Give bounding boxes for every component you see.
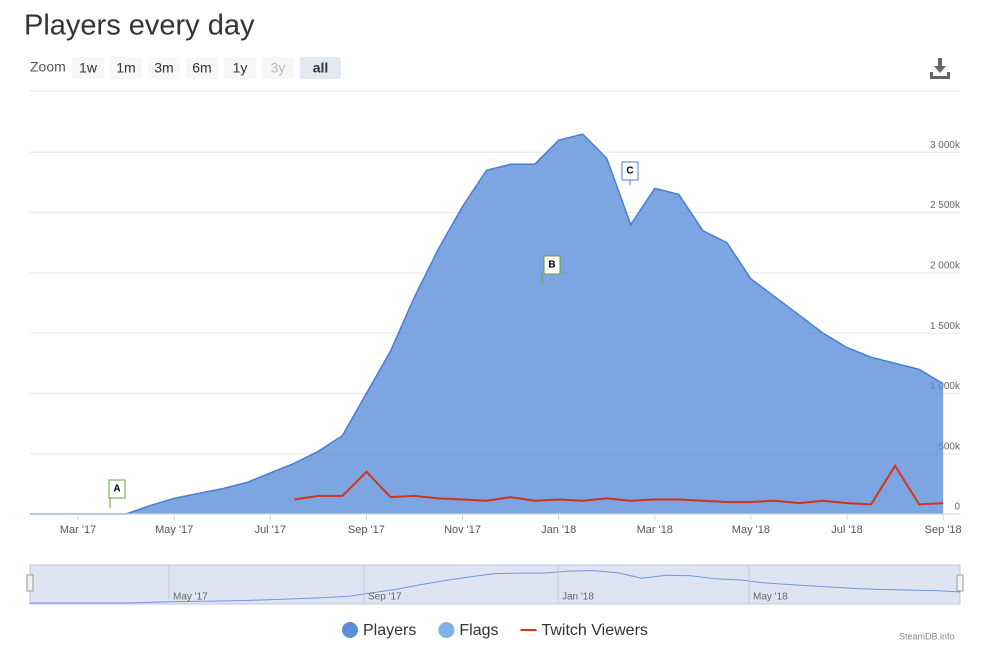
legend-label[interactable]: Twitch Viewers: [541, 622, 647, 639]
zoom-button[interactable]: [300, 57, 341, 79]
legend-symbol[interactable]: [438, 622, 455, 638]
x-tick-label: Nov '17: [444, 524, 481, 536]
x-tick-label: Jan '18: [541, 524, 576, 536]
flag-box[interactable]: [621, 161, 639, 181]
flag-label: B: [548, 260, 555, 271]
x-tick-label: Jul '18: [831, 524, 862, 536]
flag-box[interactable]: [543, 255, 561, 275]
x-tick-label: Jul '17: [255, 524, 286, 536]
zoom-button-label[interactable]: 3y: [271, 60, 286, 76]
y-tick-label: 2 000k: [930, 260, 961, 271]
zoom-button[interactable]: [262, 57, 294, 79]
navigator-handle[interactable]: [26, 574, 34, 592]
zoom-button[interactable]: [224, 57, 256, 79]
navigator-handle[interactable]: [956, 574, 964, 592]
zoom-button-label[interactable]: 1m: [116, 60, 135, 76]
y-tick-label: 2 500k: [930, 200, 961, 211]
navigator-label: May '18: [753, 592, 788, 603]
x-tick-label: Sep '18: [925, 524, 962, 536]
flag-box[interactable]: [108, 479, 126, 499]
zoom-button[interactable]: [148, 57, 180, 79]
chart-title: Players every day: [24, 10, 255, 42]
zoom-button[interactable]: [186, 57, 218, 79]
y-tick-label: 1 000k: [930, 381, 961, 392]
y-tick-label: 0: [954, 502, 960, 513]
navigator-label: Jan '18: [562, 592, 594, 603]
navigator-label: May '17: [173, 592, 208, 603]
credit: SteamDB.info: [899, 631, 955, 641]
players-line: [30, 133, 944, 515]
y-tick-label: 500k: [938, 441, 961, 452]
x-tick-label: Mar '17: [60, 524, 96, 536]
x-tick-label: May '18: [732, 524, 770, 536]
zoom-button-label[interactable]: 6m: [192, 60, 211, 76]
players-area: [30, 134, 944, 514]
legend-symbol[interactable]: [342, 622, 358, 638]
zoom-label: Zoom: [30, 59, 66, 75]
zoom-button-label[interactable]: 1w: [79, 60, 98, 76]
x-tick-label: May '17: [155, 524, 193, 536]
flag-label: A: [113, 484, 120, 495]
navigator-series: [30, 570, 961, 604]
y-tick-label: 3 000k: [930, 140, 961, 151]
zoom-button[interactable]: [72, 57, 104, 79]
zoom-button-label[interactable]: 3m: [154, 60, 173, 76]
zoom-button-label[interactable]: 1y: [233, 60, 248, 76]
zoom-button[interactable]: [110, 57, 142, 79]
x-tick-label: Mar '18: [637, 524, 673, 536]
flag-label: C: [626, 166, 633, 177]
x-tick-label: Sep '17: [348, 524, 385, 536]
twitch-line: [294, 463, 944, 506]
legend-label[interactable]: Players: [363, 622, 416, 639]
navigator-label: Sep '17: [368, 592, 402, 603]
zoom-button-label[interactable]: all: [313, 60, 329, 76]
download-icon[interactable]: [930, 58, 950, 79]
legend-label[interactable]: Flags: [459, 622, 498, 639]
navigator-line: [30, 570, 961, 604]
y-tick-label: 1 500k: [930, 321, 961, 332]
